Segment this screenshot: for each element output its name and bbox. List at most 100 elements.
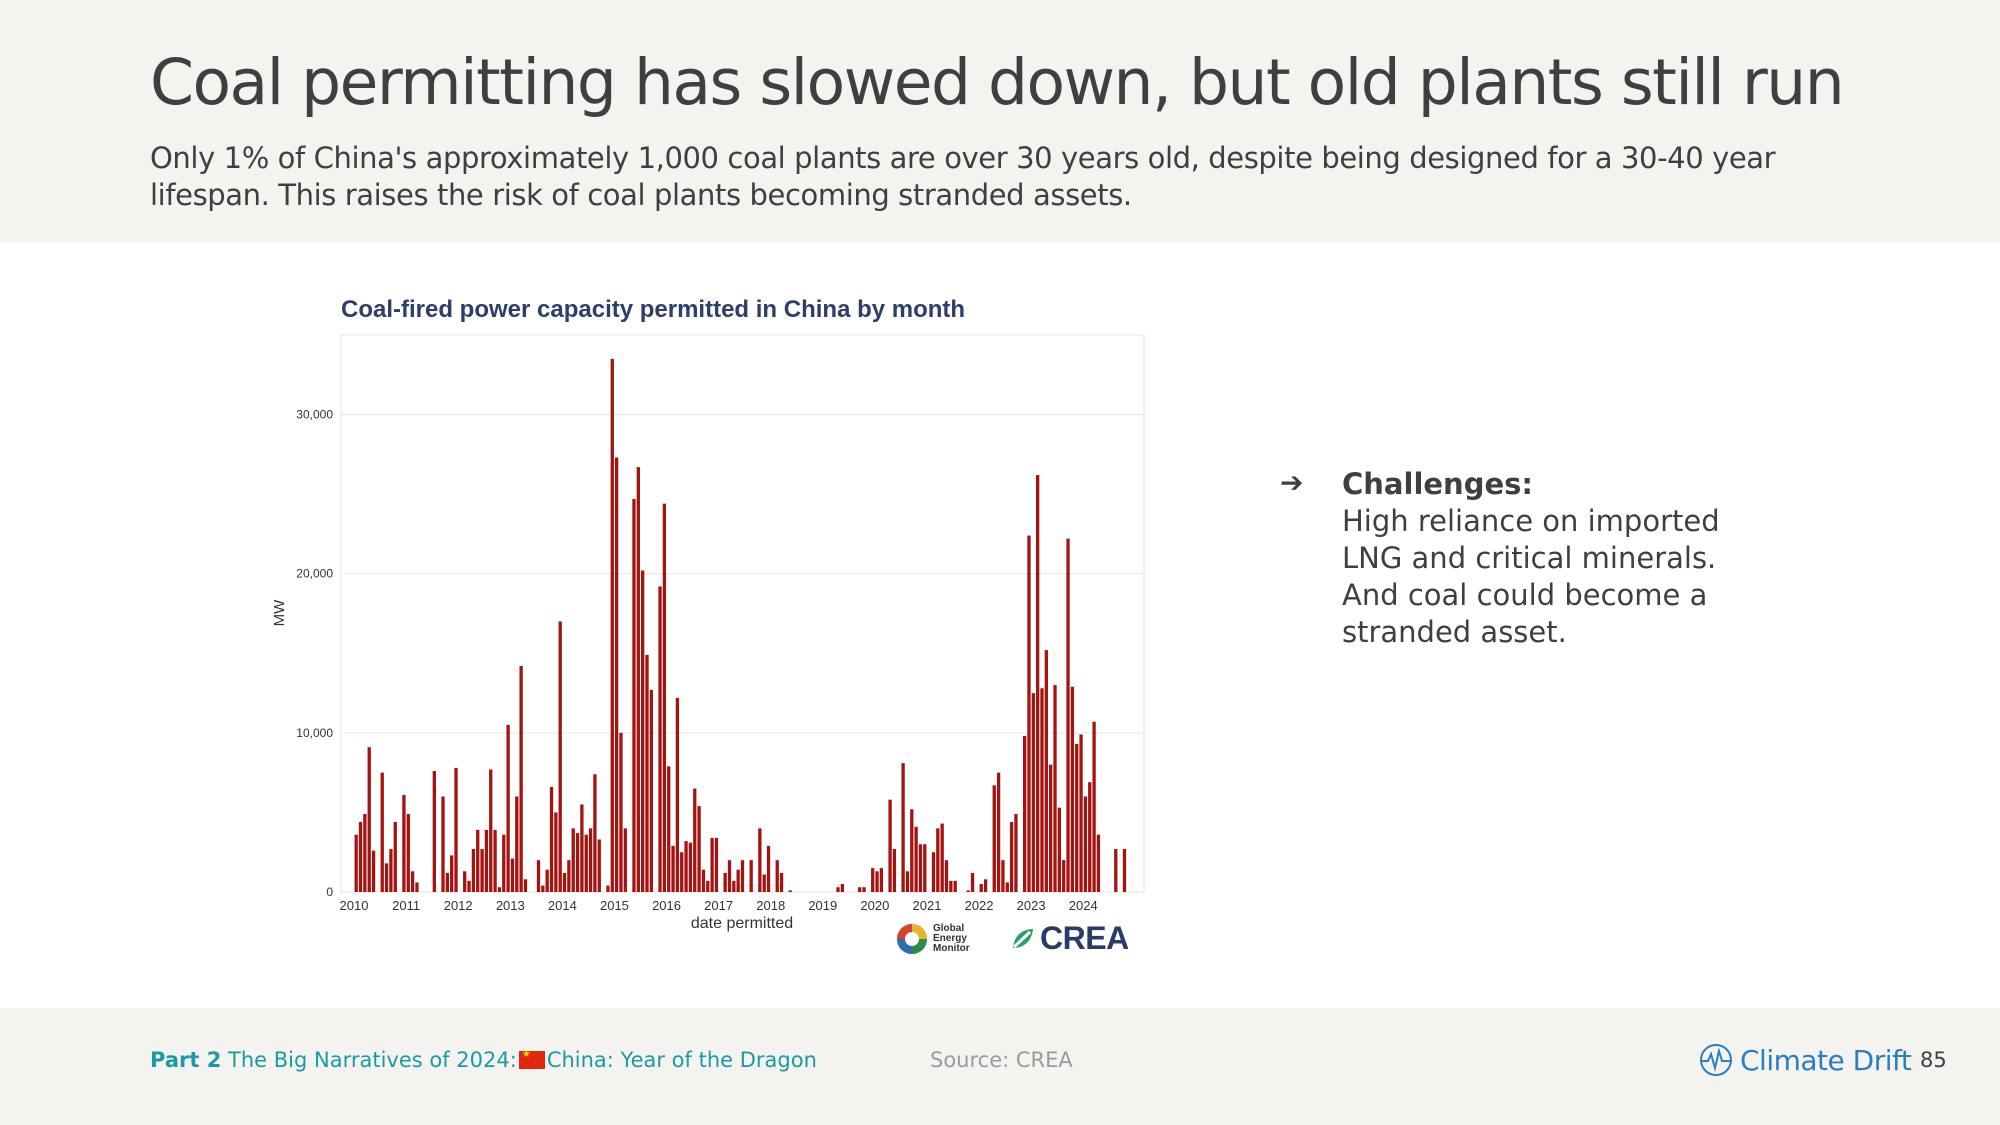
crea-logo-text: CREA <box>1040 920 1129 956</box>
bar <box>1022 736 1027 892</box>
x-tick-label: 2010 <box>340 898 369 913</box>
bar <box>393 821 397 892</box>
bar <box>571 828 575 892</box>
bar <box>862 887 866 892</box>
bar <box>363 814 367 892</box>
bar <box>671 845 675 892</box>
bar <box>1053 685 1057 892</box>
bar <box>1049 764 1053 892</box>
bars <box>354 358 1127 892</box>
bar <box>749 860 753 892</box>
bar <box>1009 821 1014 892</box>
bar <box>580 804 584 892</box>
part-title-suffix: China: Year of the Dragon <box>546 1048 817 1072</box>
bar <box>936 828 940 892</box>
bar <box>536 860 541 892</box>
bar <box>1070 686 1075 892</box>
bar <box>441 796 445 892</box>
bar <box>632 498 636 892</box>
bar <box>506 724 510 892</box>
bar <box>1066 538 1070 892</box>
bar <box>593 774 597 892</box>
bar <box>983 879 988 892</box>
bar <box>732 880 736 892</box>
bar <box>871 868 875 892</box>
bar <box>454 767 458 892</box>
bar <box>970 872 975 892</box>
x-tick-label: 2011 <box>392 898 420 913</box>
bar <box>766 845 771 892</box>
bar <box>914 826 918 892</box>
bar <box>541 885 545 892</box>
page-title: Coal permitting has slowed down, but old… <box>150 46 1845 119</box>
bar <box>910 809 914 892</box>
plot-background <box>340 334 1145 893</box>
bar <box>554 812 558 892</box>
bar <box>688 842 693 892</box>
bar <box>714 837 719 892</box>
part-title-prefix: The Big Narratives of 2024: <box>228 1048 517 1072</box>
bar <box>567 860 571 892</box>
global-energy-monitor-logo: Global Energy Monitor <box>895 922 970 956</box>
source-logos: Global Energy Monitor CREA <box>895 918 1135 966</box>
x-tick-label: 2024 <box>1069 898 1098 913</box>
bar <box>949 880 953 892</box>
bar <box>358 821 363 892</box>
china-flag-icon <box>518 1049 545 1069</box>
challenges-text: High reliance on imported LNG and critic… <box>1342 504 1720 649</box>
bar <box>354 834 358 892</box>
y-tick-label: 10,000 <box>296 726 333 740</box>
bar <box>1057 807 1062 892</box>
bar <box>523 879 528 892</box>
bar <box>649 689 653 892</box>
bar <box>727 860 732 892</box>
header: Coal permitting has slowed down, but old… <box>0 0 2000 242</box>
bar <box>888 799 892 892</box>
page-subtitle: Only 1% of China's approximately 1,000 c… <box>150 141 1776 212</box>
bar <box>480 849 484 892</box>
bar <box>515 796 519 892</box>
x-tick-label: 2020 <box>860 898 889 913</box>
bar <box>558 621 562 892</box>
x-tick-label: 2015 <box>600 898 629 913</box>
bar <box>597 839 601 892</box>
brand-name: Climate Drift <box>1740 1043 1912 1077</box>
bar <box>1027 535 1031 892</box>
bar <box>662 503 667 892</box>
x-tick-label: 2016 <box>652 898 681 913</box>
bar <box>389 849 393 892</box>
climate-drift-logo: Climate Drift <box>1698 1042 1912 1078</box>
x-tick-label: 2012 <box>444 898 473 913</box>
bar <box>476 829 480 892</box>
y-tick-label: 20,000 <box>296 567 333 581</box>
bar <box>415 882 419 892</box>
bar <box>519 666 523 892</box>
y-axis-label: MW <box>271 599 288 626</box>
page-number: 85 <box>1920 1048 1947 1072</box>
bar <box>484 829 489 892</box>
bar <box>684 841 688 892</box>
bar <box>680 852 684 892</box>
gridlines <box>341 414 1144 734</box>
gem-logo-line-1: Global <box>933 923 965 934</box>
section-breadcrumb[interactable]: Part 2 The Big Narratives of 2024: China:… <box>150 1048 817 1072</box>
bar <box>875 871 879 892</box>
bar <box>432 771 436 892</box>
chart-title: Coal-fired power capacity permitted in C… <box>341 296 966 323</box>
x-tick-label: 2023 <box>1017 898 1046 913</box>
bar <box>493 829 497 892</box>
bar <box>380 772 384 892</box>
part-label: Part 2 <box>150 1048 222 1072</box>
bar <box>489 769 493 892</box>
bar <box>710 837 714 892</box>
gem-logo-line-2: Energy <box>933 933 967 944</box>
gem-logo-line-3: Monitor <box>933 943 970 954</box>
bar <box>723 872 727 892</box>
bar <box>606 885 610 892</box>
bar <box>1079 734 1083 892</box>
leaf-icon <box>1012 928 1033 948</box>
bar <box>940 823 944 892</box>
bar <box>619 732 623 892</box>
bar <box>1031 693 1035 892</box>
axes: 0 10,000 20,000 30,000 2010 2011 2012 2013 2014 2… <box>296 408 1097 913</box>
